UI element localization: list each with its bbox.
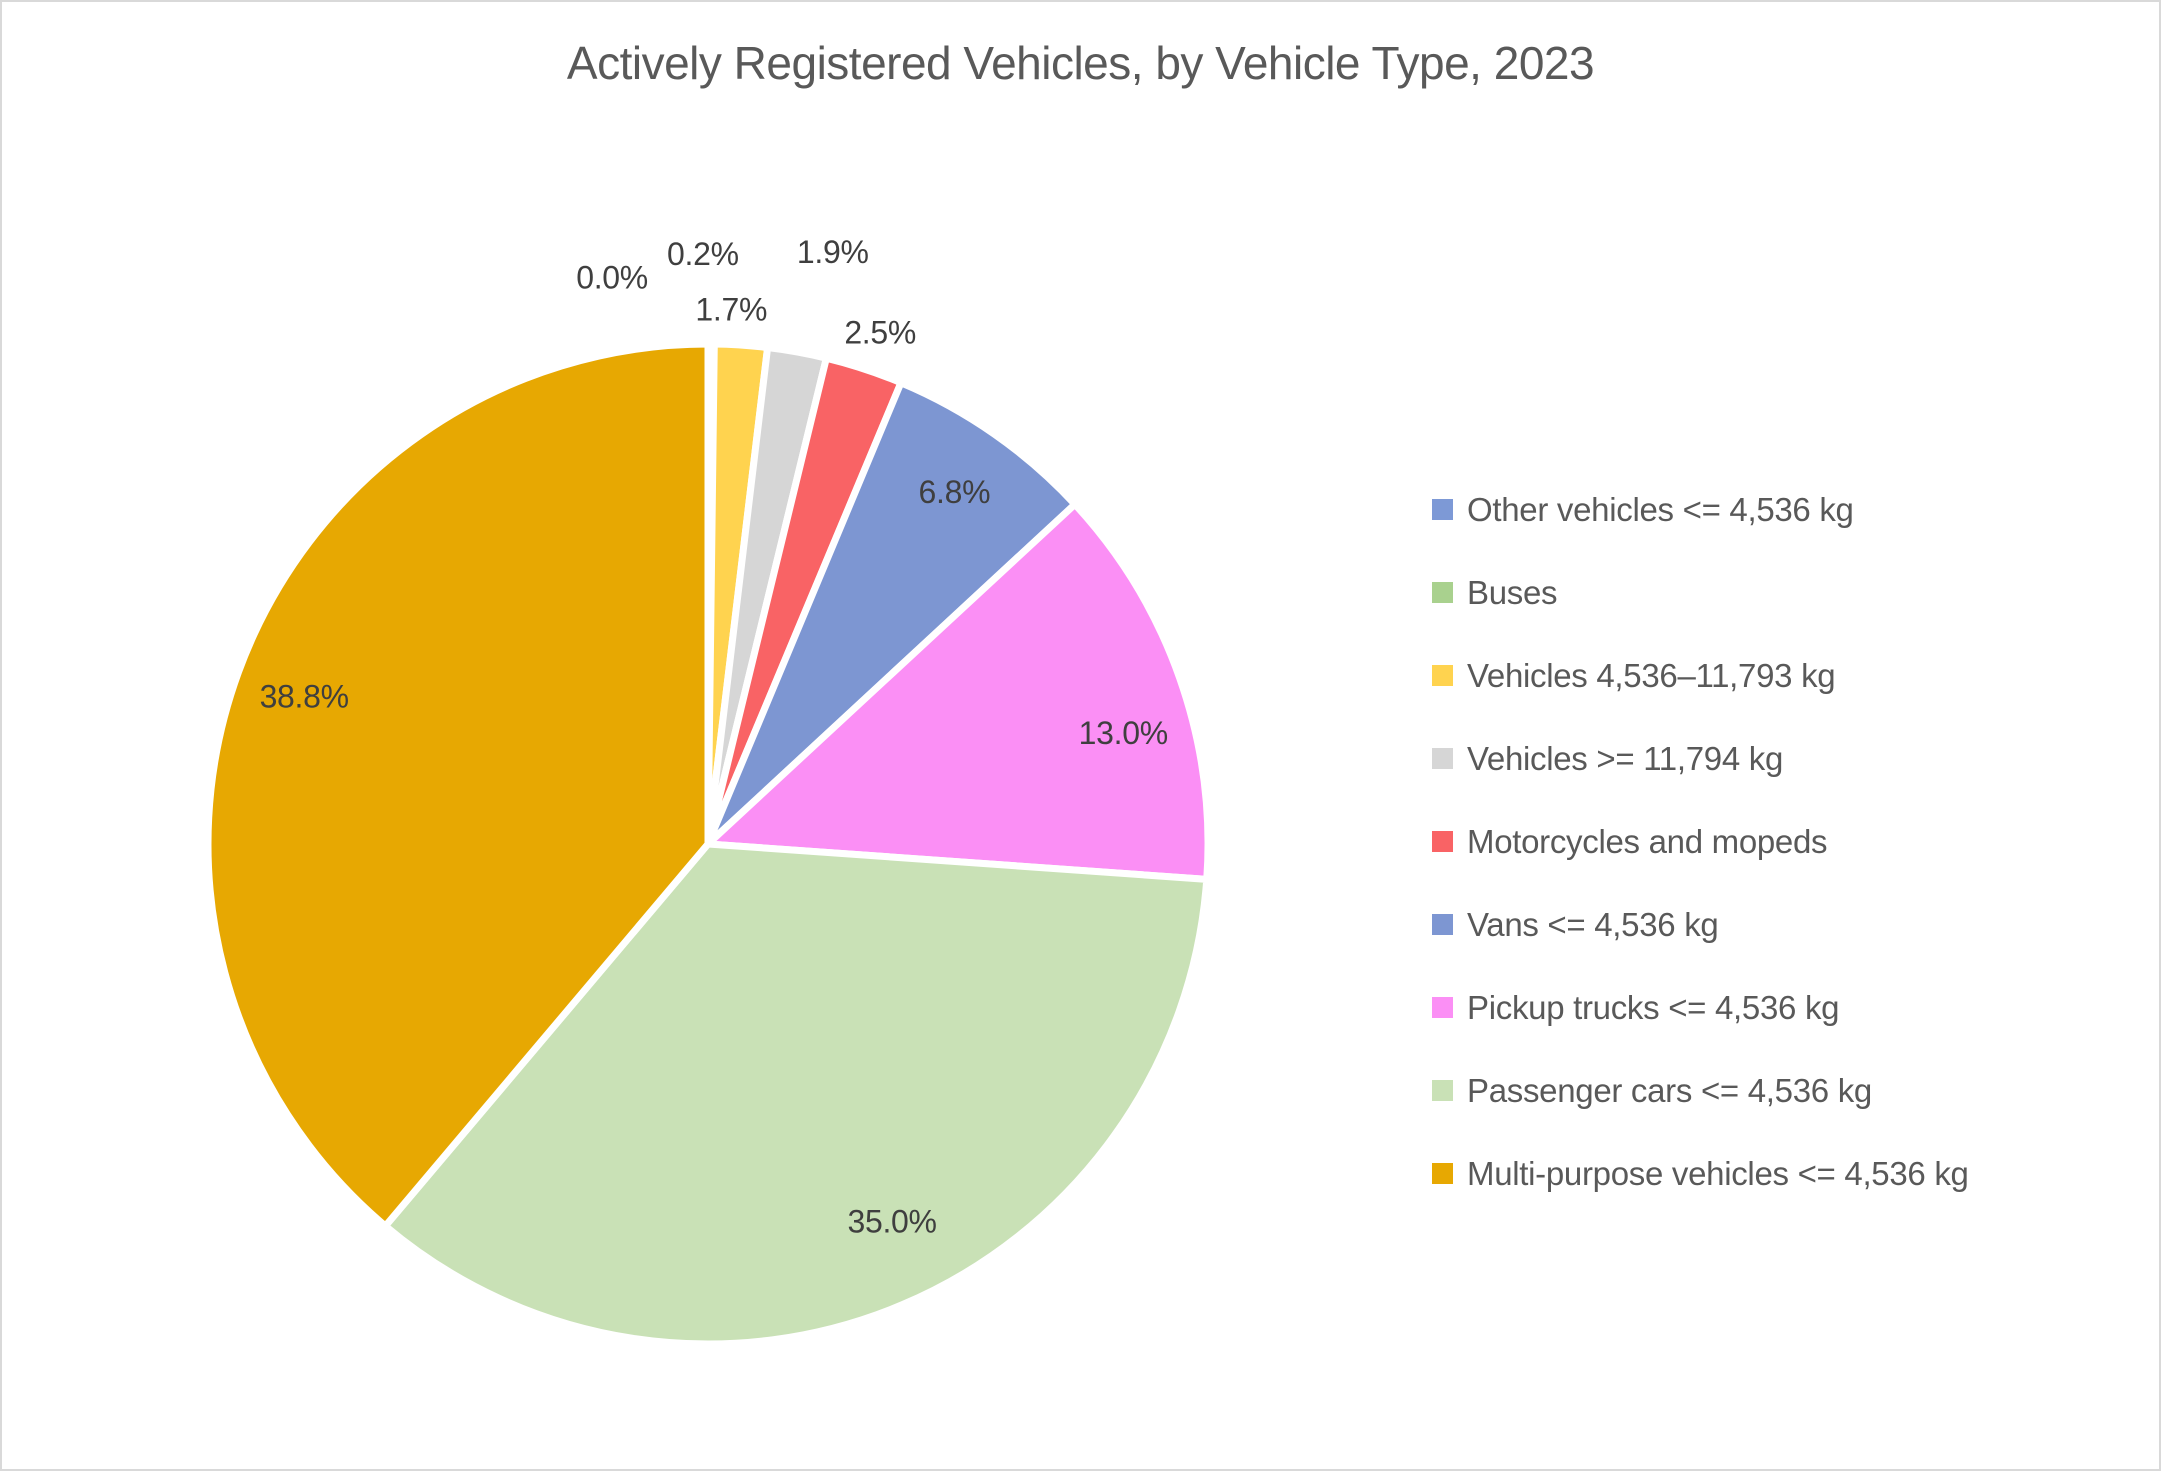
legend-label: Passenger cars <= 4,536 kg	[1467, 1071, 1872, 1109]
pie-slice	[204, 340, 712, 1230]
legend-swatch	[1432, 831, 1453, 852]
legend: Other vehicles <= 4,536 kg Buses Vehicles …	[1432, 468, 1969, 1215]
legend-label: Multi-purpose vehicles <= 4,536 kg	[1467, 1154, 1969, 1192]
slice-label: 38.8%	[260, 679, 349, 715]
slice-label: 0.0%	[576, 259, 648, 295]
legend-label: Motorcycles and mopeds	[1467, 822, 1828, 860]
legend-swatch	[1432, 582, 1453, 603]
slice-label: 35.0%	[847, 1204, 936, 1240]
legend-item: Passenger cars <= 4,536 kg	[1432, 1049, 1969, 1132]
pie-chart: 0.0% 0.2% 1.7% 1.9% 2.5% 6.8% 13.0% 35.0% 38.8%	[204, 234, 1212, 1348]
legend-item: Vans <= 4,536 kg	[1432, 883, 1969, 966]
legend-item: Pickup trucks <= 4,536 kg	[1432, 966, 1969, 1049]
legend-swatch	[1432, 997, 1453, 1018]
legend-item: Buses	[1432, 551, 1969, 634]
legend-item: Vehicles 4,536–11,793 kg	[1432, 634, 1969, 717]
legend-item: Motorcycles and mopeds	[1432, 800, 1969, 883]
legend-label: Pickup trucks <= 4,536 kg	[1467, 988, 1840, 1026]
legend-label: Other vehicles <= 4,536 kg	[1467, 490, 1854, 528]
legend-swatch	[1432, 748, 1453, 769]
legend-label: Vehicles >= 11,794 kg	[1467, 739, 1783, 777]
slice-label: 1.7%	[695, 292, 767, 328]
legend-label: Vans <= 4,536 kg	[1467, 905, 1719, 943]
legend-label: Vehicles 4,536–11,793 kg	[1467, 656, 1836, 694]
slice-label: 0.2%	[667, 236, 739, 272]
legend-swatch	[1432, 914, 1453, 935]
legend-item: Vehicles >= 11,794 kg	[1432, 717, 1969, 800]
pie-chart-area: 0.0% 0.2% 1.7% 1.9% 2.5% 6.8% 13.0% 35.0% 38.8%	[2, 2, 1432, 1469]
legend-swatch	[1432, 1163, 1453, 1184]
pie-slice	[381, 840, 1211, 1348]
pie-slice	[704, 379, 1079, 848]
slice-label: 6.8%	[919, 474, 991, 510]
legend-item: Other vehicles <= 4,536 kg	[1432, 468, 1969, 551]
slice-label: 1.9%	[797, 234, 869, 270]
chart-title: Actively Registered Vehicles, by Vehicle…	[566, 37, 1595, 89]
legend-label: Buses	[1467, 573, 1558, 611]
pie-slice	[704, 500, 1212, 883]
legend-item: Multi-purpose vehicles <= 4,536 kg	[1432, 1132, 1969, 1215]
legend-swatch	[1432, 665, 1453, 686]
legend-swatch	[1432, 499, 1453, 520]
legend-swatch	[1432, 1080, 1453, 1101]
slice-label: 2.5%	[844, 314, 916, 350]
slice-label: 13.0%	[1079, 715, 1168, 751]
